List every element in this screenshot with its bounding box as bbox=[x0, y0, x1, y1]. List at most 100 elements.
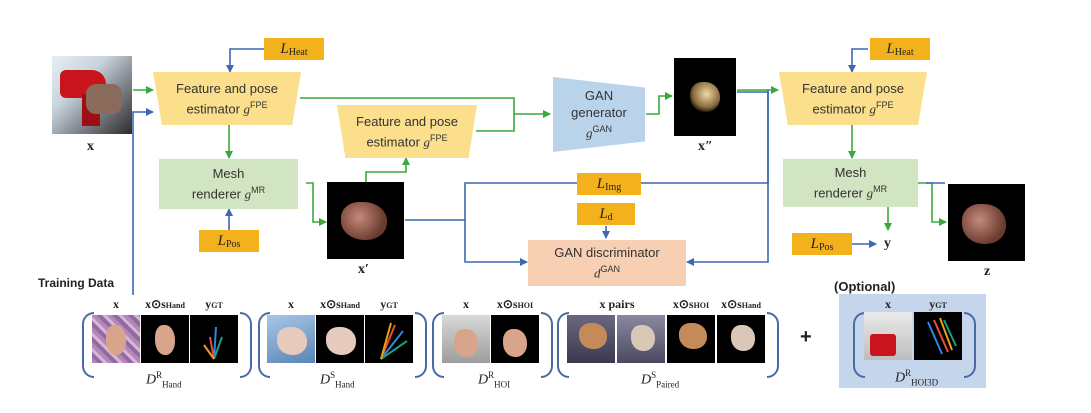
fpe-mid-block: Feature and pose estimator gFPE bbox=[337, 105, 477, 158]
training-data-title: Training Data bbox=[38, 276, 115, 290]
fpe-main-block: Feature and pose estimator gFPE bbox=[153, 72, 301, 125]
thumb-mask bbox=[316, 315, 364, 363]
wire-mesh-to-xprime bbox=[306, 182, 327, 226]
wire-heat2-to-fpe3 bbox=[848, 48, 868, 73]
loss-img: L Img bbox=[577, 173, 641, 195]
col-head: yGT bbox=[205, 297, 223, 311]
loss-heat-right: L Heat bbox=[870, 38, 930, 60]
label-x-double-prime: x″ bbox=[698, 139, 713, 154]
label-y: y bbox=[884, 236, 891, 251]
thumb-hand bbox=[679, 323, 707, 349]
mesh-right-line2: renderer gMR bbox=[813, 184, 888, 201]
generated-image-x-double-prime bbox=[674, 58, 736, 136]
mesh-left-line2: renderer gMR bbox=[191, 185, 266, 202]
keypoint-lines bbox=[380, 322, 408, 360]
mesh-renderer-left: Mesh renderer gMR bbox=[159, 159, 298, 209]
thumb-hand bbox=[106, 325, 126, 355]
group-label-hand-syn: DSHand bbox=[320, 370, 355, 390]
fpe-right-line1: Feature and pose bbox=[802, 80, 904, 96]
mug-shape bbox=[870, 334, 896, 356]
paren-right bbox=[415, 312, 427, 378]
col-head: x bbox=[885, 297, 891, 311]
wire-gen-to-xpp bbox=[646, 92, 673, 115]
group-label-paired-syn: DSPaired bbox=[641, 370, 680, 390]
group-label-hoi3d-real: DRHOI3D bbox=[895, 368, 939, 388]
fpe-right-line2: estimator gFPE bbox=[812, 99, 894, 117]
col-head: yGT bbox=[380, 297, 398, 311]
group-label-hand-real: DRHand bbox=[146, 370, 182, 390]
thumb-hand bbox=[579, 323, 607, 349]
fpe-main-line2: estimator gFPE bbox=[186, 99, 268, 117]
keypoint-lines bbox=[927, 317, 957, 355]
loss-pos-left: L Pos bbox=[199, 230, 259, 252]
thumb-image bbox=[442, 315, 490, 363]
thumb-hand bbox=[503, 329, 527, 357]
thumb-keypoints bbox=[914, 312, 962, 360]
thumb-mask bbox=[491, 315, 539, 363]
gan-gen-line2: generator bbox=[571, 105, 627, 121]
gan-disc-line1: GAN discriminator bbox=[554, 245, 660, 261]
thumb-hand bbox=[155, 325, 175, 355]
gan-gen-line1: GAN bbox=[584, 88, 614, 104]
thumb-image bbox=[567, 315, 615, 363]
fpe-mid-line2: estimator gFPE bbox=[366, 132, 448, 150]
col-head: x⊙sHOI bbox=[496, 297, 534, 311]
loss-heat-left: L Heat bbox=[264, 38, 324, 60]
input-image-x bbox=[52, 56, 132, 134]
col-head: x⊙sHand bbox=[145, 297, 185, 311]
generated-hand bbox=[690, 82, 720, 112]
fpe-right-block: Feature and pose estimator gFPE bbox=[779, 72, 927, 125]
col-head: x pairs bbox=[599, 297, 635, 311]
group-label-hoi-real: DRHOI bbox=[478, 370, 511, 390]
wire-xprime-to-disc bbox=[405, 219, 528, 266]
thumb-hand bbox=[277, 327, 307, 355]
optional-label: (Optional) bbox=[834, 279, 896, 294]
thumb-hand bbox=[454, 329, 478, 357]
thumb-image bbox=[92, 315, 140, 363]
thumb-image bbox=[267, 315, 315, 363]
col-head: x⊙sHand bbox=[721, 297, 761, 311]
thumb-keypoints bbox=[365, 315, 413, 363]
wire-fpe-to-gen bbox=[300, 97, 551, 118]
loss-pos-right: L Pos bbox=[792, 233, 852, 255]
plus-sign: + bbox=[800, 326, 812, 348]
paren-right bbox=[240, 312, 252, 378]
wire-img-branch bbox=[464, 182, 577, 220]
thumb-image bbox=[864, 312, 912, 360]
wire-mesh2-to-z bbox=[918, 182, 947, 226]
paren-right bbox=[964, 312, 976, 378]
output-hand bbox=[962, 204, 1006, 244]
wire-heat-to-fpe bbox=[226, 48, 264, 73]
keypoint-lines bbox=[203, 326, 223, 360]
col-head: x bbox=[463, 297, 469, 311]
output-image-z bbox=[948, 184, 1025, 261]
col-head: x⊙sHOI bbox=[672, 297, 710, 311]
wire-xprime-to-fpe2 bbox=[365, 157, 410, 182]
col-head: x bbox=[113, 297, 119, 311]
thumb-keypoints bbox=[190, 315, 238, 363]
paren-right bbox=[767, 312, 779, 378]
mesh-renderer-right: Mesh renderer gMR bbox=[783, 159, 918, 207]
wire-fpe2-to-gen bbox=[476, 114, 515, 132]
label-x-prime: x′ bbox=[358, 262, 369, 277]
rendered-hand bbox=[341, 202, 387, 240]
mesh-right-line1: Mesh bbox=[834, 165, 867, 181]
paren-right bbox=[541, 312, 553, 378]
hand-shape bbox=[86, 84, 122, 114]
thumb-hand bbox=[631, 325, 655, 351]
thumb-mask bbox=[667, 315, 715, 363]
thumb-hand bbox=[326, 327, 356, 355]
fpe-main-line1: Feature and pose bbox=[176, 80, 278, 96]
col-head: yGT bbox=[929, 297, 947, 311]
col-head: x⊙sHand bbox=[320, 297, 360, 311]
mesh-left-line1: Mesh bbox=[212, 166, 245, 182]
wire-training-to-fpe bbox=[132, 108, 154, 295]
gan-discriminator-block: GAN discriminator dGAN bbox=[528, 240, 686, 286]
label-x: x bbox=[87, 139, 94, 154]
label-z: z bbox=[984, 264, 991, 279]
gan-gen-symbol: gGAN bbox=[585, 124, 612, 141]
wire-xpp-to-disc bbox=[686, 91, 769, 266]
thumb-image bbox=[617, 315, 665, 363]
